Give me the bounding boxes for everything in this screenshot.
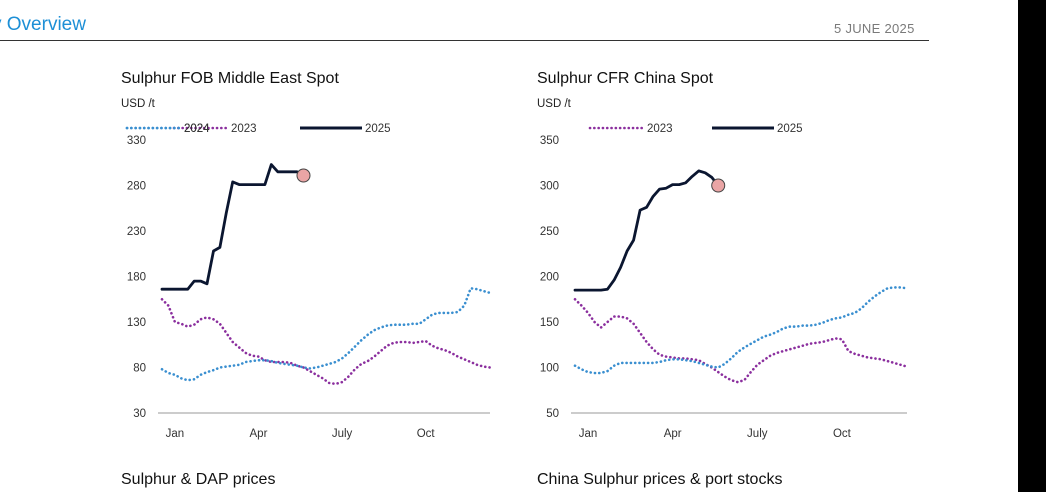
x-tick-label: July <box>332 428 353 440</box>
series-line-2025 <box>160 163 305 291</box>
series-line-2025 <box>573 169 720 292</box>
x-tick-label: July <box>747 428 768 440</box>
legend-label: 2025 <box>777 123 803 135</box>
latest-value-marker <box>296 168 311 183</box>
y-tick-label: 130 <box>127 317 146 329</box>
y-tick-label: 330 <box>127 135 146 147</box>
y-tick-label: 250 <box>540 226 559 238</box>
x-tick-label: Jan <box>579 428 598 440</box>
legend-label: 2025 <box>365 123 391 135</box>
y-tick-label: 30 <box>133 408 146 420</box>
y-tick-label: 230 <box>127 226 146 238</box>
y-tick-label: 300 <box>540 181 559 193</box>
legend-label: 2023 <box>231 123 257 135</box>
chart-title: Sulphur FOB Middle East Spot <box>121 70 339 87</box>
latest-value-marker <box>711 178 726 193</box>
y-tick-label: 350 <box>540 135 559 147</box>
series-line-2024 <box>160 286 492 382</box>
x-tick-label: Apr <box>250 428 268 440</box>
header-divider <box>0 40 929 41</box>
series-line-2023 <box>573 297 909 384</box>
chart-title: Sulphur CFR China Spot <box>537 70 714 87</box>
legend-label: 2024 <box>184 123 210 135</box>
x-tick-label: Jan <box>166 428 185 440</box>
series-line-2024 <box>573 286 909 375</box>
x-tick-label: Oct <box>833 428 852 440</box>
series-line-2023 <box>160 297 492 386</box>
y-tick-label: 80 <box>133 363 146 375</box>
y-tick-label: 200 <box>540 272 559 284</box>
legend-label: 2023 <box>647 123 673 135</box>
x-tick-label: Apr <box>664 428 682 440</box>
x-tick-label: Oct <box>417 428 436 440</box>
y-tick-label: 50 <box>546 408 559 420</box>
chart-unit-label: USD /t <box>537 98 571 110</box>
y-tick-label: 180 <box>127 272 146 284</box>
page-title: y Overview <box>0 14 86 35</box>
legend-label: 2024 <box>184 123 210 135</box>
next-chart-title: China Sulphur prices & port stocks <box>537 471 783 488</box>
next-chart-title: Sulphur & DAP prices <box>121 471 276 488</box>
y-tick-label: 150 <box>540 317 559 329</box>
chart-unit-label: USD /t <box>121 98 155 110</box>
report-date: 5 JUNE 2025 <box>834 21 915 36</box>
y-tick-label: 100 <box>540 363 559 375</box>
window-edge-bar <box>1018 0 1046 492</box>
y-tick-label: 280 <box>127 181 146 193</box>
